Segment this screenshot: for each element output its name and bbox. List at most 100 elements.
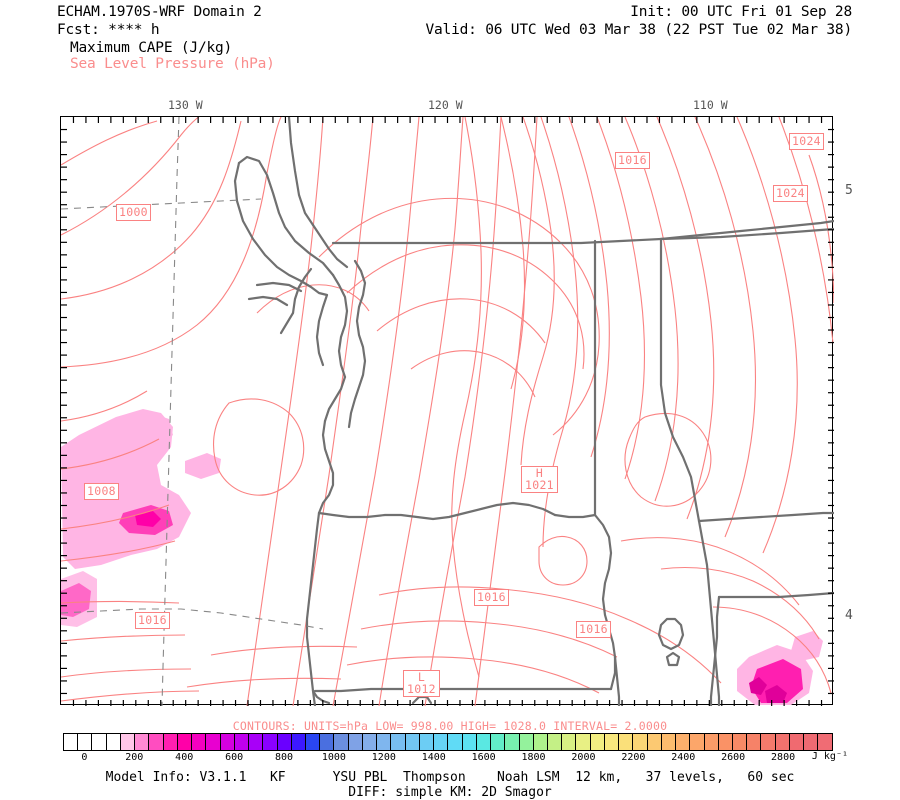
colorbar-swatch-11: [220, 734, 235, 750]
init-time: Init: 00 UTC Fri 01 Sep 28: [630, 4, 852, 20]
colorbar-swatch-23: [391, 734, 406, 750]
colorbar-swatch-31: [505, 734, 520, 750]
colorbar-swatch-52: [804, 734, 819, 750]
contour-label-3: 1024: [773, 185, 808, 202]
colorbar-swatch-46: [718, 734, 734, 750]
colorbar-swatch-35: [562, 734, 577, 750]
colorbar-tick-12: 2400: [671, 752, 696, 763]
colorbar-swatch-43: [676, 734, 691, 750]
colorbar-swatch-4: [120, 734, 136, 750]
colorbar-swatch-49: [761, 734, 776, 750]
header: ECHAM.1970S-WRF Domain 2 Fcst: **** h Ma…: [0, 0, 900, 80]
slp-label: Sea Level Pressure (hPa): [70, 56, 275, 72]
colorbar-swatch-51: [789, 734, 805, 750]
frame-ticks: [61, 117, 834, 706]
colorbar-swatch-47: [733, 734, 748, 750]
colorbar-tick-5: 1000: [321, 752, 346, 763]
longitude-label-1: 120 W: [428, 98, 463, 112]
colorbar-swatch-50: [775, 734, 790, 750]
contour-label-9: L 1012: [403, 670, 440, 697]
colorbar-tick-2: 400: [175, 752, 194, 763]
colorbar-swatch-24: [405, 734, 420, 750]
colorbar-swatch-41: [647, 734, 662, 750]
colorbar-swatch-2: [92, 734, 107, 750]
model-info-line1: Model Info: V3.1.1 KF YSU PBL Thompson N…: [105, 770, 795, 785]
longitude-label-2: 110 W: [693, 98, 728, 112]
colorbar-tick-1: 200: [125, 752, 144, 763]
colorbar-tick-9: 1800: [521, 752, 546, 763]
colorbar-swatch-34: [547, 734, 563, 750]
colorbar-swatch-28: [462, 734, 477, 750]
colorbar-tick-0: 0: [81, 752, 88, 763]
latlon-grid: [61, 117, 324, 706]
colorbar-swatch-10: [206, 734, 221, 750]
colorbar-swatch-22: [377, 734, 392, 750]
colorbar-swatch-32: [519, 734, 534, 750]
colorbar-tick-10: 2000: [571, 752, 596, 763]
contour-info-line: CONTOURS: UNITS=hPa LOW= 998.00 HIGH= 10…: [232, 719, 668, 733]
map-canvas: [61, 117, 834, 706]
colorbar-swatch-36: [576, 734, 591, 750]
colorbar-tick-3: 600: [225, 752, 244, 763]
colorbar-swatch-20: [348, 734, 363, 750]
cape-colorbar: [63, 733, 833, 751]
colorbar-swatch-33: [533, 734, 548, 750]
model-info-line2: DIFF: simple KM: 2D Smagor: [348, 785, 552, 800]
colorbar-tick-labels: 0 200 400 600 800 1000 1200 1400 1600 1800 2000 220…: [63, 752, 833, 766]
contour-label-7: 1016: [576, 621, 611, 638]
colorbar-swatch-15: [277, 734, 292, 750]
colorbar-swatch-1: [78, 734, 93, 750]
colorbar-tick-6: 1200: [371, 752, 396, 763]
contour-label-1: 1016: [615, 152, 650, 169]
colorbar-tick-4: 800: [274, 752, 294, 763]
colorbar-tick-8: 1600: [471, 752, 496, 763]
valid-time: Valid: 06 UTC Wed 03 Mar 38 (22 PST Tue …: [425, 22, 853, 38]
colorbar-swatch-25: [419, 734, 435, 750]
colorbar-swatch-39: [619, 734, 634, 750]
colorbar-swatch-37: [590, 734, 605, 750]
colorbar-tick-7: 1400: [421, 752, 446, 763]
colorbar-swatch-7: [163, 734, 178, 750]
colorbar-swatch-5: [135, 734, 150, 750]
model-title: ECHAM.1970S-WRF Domain 2: [57, 4, 262, 20]
colorbar-swatch-8: [177, 734, 193, 750]
model-info-footer: Model Info: V3.1.1 KF YSU PBL Thompson N…: [0, 770, 900, 800]
contour-label-4: 1008: [84, 483, 119, 500]
colorbar-swatch-26: [434, 734, 449, 750]
forecast-hour: Fcst: **** h: [57, 22, 160, 38]
field-label: Maximum CAPE (J/kg): [70, 40, 233, 56]
contour-label-5: 1016: [135, 612, 170, 629]
longitude-label-0: 130 W: [168, 98, 203, 112]
colorbar-swatch-53: [818, 734, 832, 750]
contour-label-0: 1000: [116, 204, 151, 221]
contour-label-6: 1016: [474, 589, 509, 606]
colorbar-swatch-17: [305, 734, 321, 750]
colorbar-swatch-12: [234, 734, 250, 750]
latitude-label-0: 5: [845, 183, 853, 198]
colorbar-swatch-9: [192, 734, 207, 750]
contour-label-8: H 1021: [521, 466, 558, 493]
colorbar-swatch-13: [249, 734, 264, 750]
latitude-label-1: 4: [845, 608, 853, 623]
colorbar-swatch-45: [704, 734, 719, 750]
colorbar-swatch-27: [448, 734, 463, 750]
colorbar-swatch-19: [334, 734, 349, 750]
colorbar-swatch-48: [747, 734, 762, 750]
colorbar-swatch-3: [106, 734, 121, 750]
colorbar-swatch-6: [149, 734, 164, 750]
colorbar-swatch-40: [633, 734, 648, 750]
colorbar-swatch-14: [263, 734, 278, 750]
colorbar-swatch-0: [64, 734, 79, 750]
cape-shading: [61, 409, 823, 705]
colorbar-swatch-21: [362, 734, 378, 750]
colorbar-swatch-42: [661, 734, 677, 750]
colorbar-tick-13: 2600: [721, 752, 746, 763]
contour-label-2: 1024: [789, 133, 824, 150]
colorbar-units: J kg⁻¹: [811, 751, 848, 762]
colorbar-swatch-38: [604, 734, 620, 750]
colorbar-tick-14: 2800: [771, 752, 796, 763]
colorbar-swatch-29: [476, 734, 492, 750]
colorbar-tick-11: 2200: [621, 752, 646, 763]
colorbar-swatch-18: [320, 734, 335, 750]
political-borders: [233, 117, 834, 706]
